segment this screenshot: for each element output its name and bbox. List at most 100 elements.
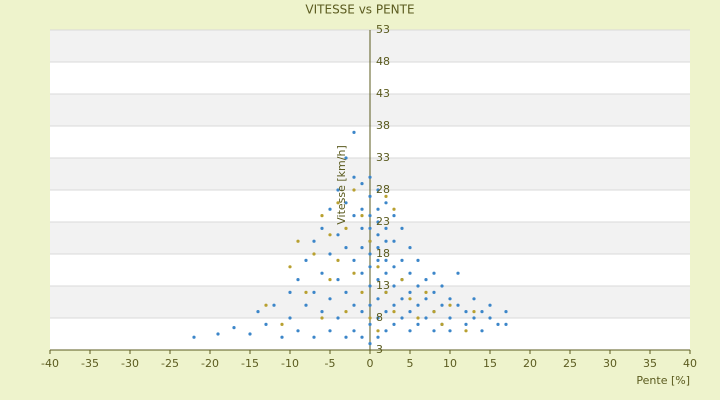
x-tick-label: 20 [523, 357, 537, 370]
y-tick-label: 23 [376, 215, 390, 228]
scatter-point [304, 258, 308, 262]
scatter-point [360, 226, 364, 230]
scatter-point [488, 303, 492, 307]
scatter-point [192, 335, 196, 339]
scatter-point [344, 335, 348, 339]
scatter-point [376, 207, 380, 211]
y-tick-label: 8 [376, 311, 383, 324]
scatter-point [312, 239, 316, 243]
scatter-point [400, 278, 404, 282]
y-tick-label: 33 [376, 151, 390, 164]
scatter-point [352, 188, 356, 192]
scatter-point [424, 278, 428, 282]
scatter-point [384, 271, 388, 275]
scatter-point [344, 310, 348, 314]
scatter-point [384, 258, 388, 262]
x-tick-label: -20 [201, 357, 219, 370]
scatter-point [376, 329, 380, 333]
scatter-point [320, 316, 324, 320]
scatter-point [424, 290, 428, 294]
scatter-point [296, 329, 300, 333]
scatter-point [384, 329, 388, 333]
scatter-point [368, 316, 372, 320]
scatter-point [360, 271, 364, 275]
scatter-point [392, 303, 396, 307]
scatter-point [376, 246, 380, 250]
y-tick-label: 38 [376, 119, 390, 132]
scatter-point [280, 322, 284, 326]
scatter-point [448, 297, 452, 301]
y-tick-label: 13 [376, 279, 390, 292]
scatter-point [472, 297, 476, 301]
scatter-point [368, 252, 372, 256]
scatter-point [376, 278, 380, 282]
scatter-point [464, 329, 468, 333]
scatter-point [408, 290, 412, 294]
scatter-point [344, 290, 348, 294]
scatter-point [352, 271, 356, 275]
scatter-point [376, 335, 380, 339]
x-tick-label: -25 [161, 357, 179, 370]
scatter-point [400, 297, 404, 301]
scatter-point [296, 239, 300, 243]
scatter-point [368, 265, 372, 269]
x-tick-label: -10 [281, 357, 299, 370]
scatter-point [368, 322, 372, 326]
scatter-point [360, 335, 364, 339]
scatter-point [384, 310, 388, 314]
x-tick-label: 10 [443, 357, 457, 370]
scatter-point [344, 246, 348, 250]
scatter-point [392, 284, 396, 288]
scatter-point [320, 226, 324, 230]
scatter-point [328, 278, 332, 282]
scatter-point [368, 175, 372, 179]
scatter-point [464, 310, 468, 314]
x-tick-label: -5 [325, 357, 336, 370]
x-tick-label: -40 [41, 357, 59, 370]
scatter-point [352, 214, 356, 218]
scatter-point [312, 335, 316, 339]
scatter-point [336, 258, 340, 262]
scatter-point [432, 271, 436, 275]
scatter-point [352, 175, 356, 179]
scatter-point [400, 226, 404, 230]
scatter-point [376, 316, 380, 320]
scatter-point [432, 310, 436, 314]
x-tick-label: 35 [643, 357, 657, 370]
scatter-point [472, 310, 476, 314]
scatter-point [344, 156, 348, 160]
scatter-point [288, 316, 292, 320]
scatter-point [360, 182, 364, 186]
scatter-point [416, 303, 420, 307]
y-tick-label: 48 [376, 55, 390, 68]
scatter-point [296, 278, 300, 282]
scatter-point [360, 246, 364, 250]
scatter-point [392, 214, 396, 218]
x-tick-label: 5 [407, 357, 414, 370]
scatter-point [328, 329, 332, 333]
scatter-point [368, 284, 372, 288]
scatter-point [384, 201, 388, 205]
scatter-point [280, 335, 284, 339]
x-tick-label: 15 [483, 357, 497, 370]
scatter-point [416, 284, 420, 288]
scatter-point [408, 246, 412, 250]
scatter-point [304, 303, 308, 307]
scatter-point [328, 207, 332, 211]
scatter-point [368, 303, 372, 307]
x-tick-label: 25 [563, 357, 577, 370]
scatter-point [264, 303, 268, 307]
x-tick-label: 0 [367, 357, 374, 370]
scatter-point [312, 290, 316, 294]
scatter-point [464, 322, 468, 326]
scatter-point [248, 332, 252, 336]
scatter-point [376, 220, 380, 224]
scatter-point [336, 278, 340, 282]
x-tick-label: 40 [683, 357, 697, 370]
scatter-point [440, 303, 444, 307]
scatter-point [424, 297, 428, 301]
scatter-point [336, 316, 340, 320]
scatter-point [448, 329, 452, 333]
scatter-point [424, 316, 428, 320]
